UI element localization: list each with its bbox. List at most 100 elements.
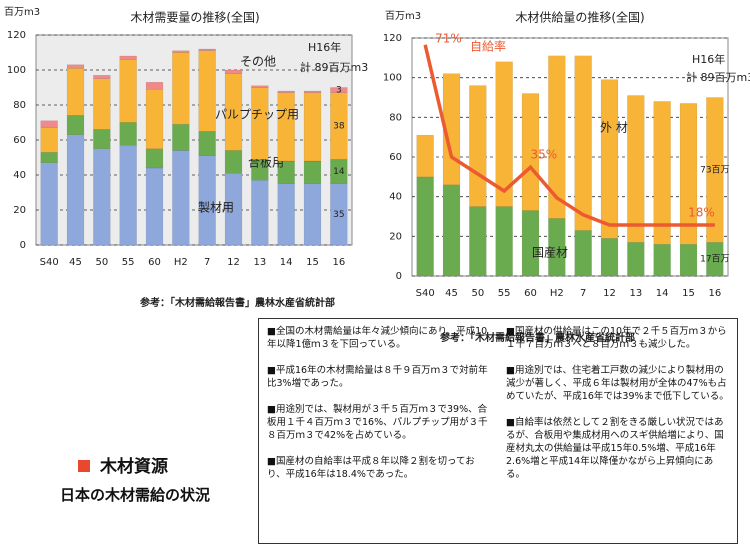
- note: ■自給率は依然として２割をきる厳しい状況ではあるが、合板用や集成材用へのスギ供給…: [506, 417, 724, 480]
- x-tick-label: 45: [69, 257, 82, 268]
- bar-segment: [600, 79, 619, 239]
- x-tick-label: H2: [174, 257, 188, 268]
- bar-segment: [416, 176, 434, 277]
- y-tick-label: 80: [389, 112, 402, 123]
- x-tick-label: 15: [682, 288, 695, 299]
- y-axis-unit: 百万m3: [385, 10, 421, 22]
- x-tick-label: H2: [550, 288, 564, 299]
- bar-segment: [40, 127, 58, 153]
- bar-segment: [627, 242, 645, 277]
- series-label: 自給率: [470, 39, 506, 54]
- bar-segment: [119, 145, 137, 246]
- y-tick-label: 120: [7, 30, 26, 41]
- bar-segment: [495, 206, 513, 277]
- bar-segment: [172, 50, 190, 53]
- notes-column: ■全国の木材需給量は年々減少傾向にあり、平成10年以降1億ｍ３を下回っている。 ■…: [259, 319, 498, 543]
- x-tick-label: 50: [95, 257, 108, 268]
- x-tick-label: S40: [416, 288, 435, 299]
- bar-segment: [277, 90, 295, 93]
- bar-segment: [93, 129, 111, 149]
- bar-segment: [442, 73, 461, 186]
- data-label: 18%: [688, 206, 715, 220]
- x-tick-label: 60: [524, 288, 537, 299]
- note: ■全国の木材需給量は年々減少傾向にあり、平成10年以降1億ｍ３を下回っている。: [267, 326, 488, 350]
- y-tick-label: 20: [389, 231, 402, 242]
- bar-segment: [66, 134, 85, 246]
- notes-column: ■国産材の供給量はこの10年で２千５百万ｍ３から１千７百万ｍ３へと８百万ｍ３も減…: [498, 319, 737, 543]
- notes-box: ■全国の木材需給量は年々減少傾向にあり、平成10年以降1億ｍ３を下回っている。 ■…: [258, 318, 738, 544]
- x-tick-label: 15: [306, 257, 319, 268]
- x-tick-label: 55: [498, 288, 511, 299]
- bar-segment: [40, 162, 58, 246]
- bar-segment: [40, 120, 58, 128]
- x-tick-label: 50: [471, 288, 484, 299]
- annotation: 計 89百万m3: [686, 70, 750, 84]
- note: ■用途別では、製材用が３千５百万ｍ３で39%、合板用１千４百万ｍ３で16%、パル…: [267, 404, 488, 441]
- data-label: 35: [333, 210, 344, 220]
- marker: [78, 460, 90, 472]
- bar-segment: [198, 48, 216, 51]
- bar-segment: [172, 52, 190, 125]
- bar-segment: [66, 64, 85, 69]
- bar-segment: [93, 78, 111, 130]
- line: [423, 44, 715, 227]
- x-tick-label: 7: [204, 257, 210, 268]
- bar-segment: [66, 68, 85, 116]
- chart-title: 木材需要量の推移(全国): [130, 10, 259, 25]
- bar-segment: [653, 244, 671, 277]
- bar-segment: [40, 152, 58, 163]
- note: ■国産材の自給率は平成８年以降２割を切っており、平成16年は18.4%であった。: [267, 456, 475, 480]
- bar-segment: [145, 89, 164, 149]
- x-tick-label: 13: [253, 257, 266, 268]
- bar-segment: [145, 148, 164, 169]
- bar-segment: [303, 92, 322, 162]
- bar-segment: [93, 148, 111, 246]
- series-label: 国産材: [532, 245, 568, 260]
- bar-segment: [145, 167, 164, 246]
- x-tick-label: 16: [708, 288, 721, 299]
- data-label: 73百万: [700, 164, 729, 175]
- bar-segment: [224, 150, 243, 174]
- bar-segment: [119, 122, 137, 146]
- y-tick-label: 40: [13, 170, 26, 181]
- bar-segment: [277, 92, 295, 162]
- y-tick-label: 100: [383, 73, 402, 84]
- bar-segment: [600, 238, 619, 277]
- bar-segment: [303, 90, 322, 93]
- x-tick-label: 13: [629, 288, 642, 299]
- x-tick-label: S40: [40, 257, 59, 268]
- bar-segment: [145, 82, 164, 90]
- x-tick-label: 45: [445, 288, 458, 299]
- bar-segment: [119, 59, 137, 123]
- bar-segment: [198, 131, 216, 156]
- chart-title: 木材供給量の推移(全国): [515, 10, 644, 25]
- annotation: 計 89百万m3: [300, 60, 368, 74]
- annotation: H16年: [692, 52, 725, 66]
- bar-segment: [224, 69, 243, 74]
- bar-segment: [574, 55, 592, 231]
- bar-segment: [303, 160, 322, 184]
- heading-subtitle: 日本の木材需給の状況: [60, 486, 211, 504]
- bar-segment: [469, 206, 487, 277]
- series-label: パルプチップ用: [215, 108, 299, 122]
- y-tick-label: 40: [389, 192, 402, 203]
- data-label: 3: [336, 86, 342, 96]
- y-tick-label: 60: [389, 152, 402, 163]
- y-tick-label: 120: [383, 33, 402, 44]
- series-label: 外 材: [600, 121, 628, 135]
- bar-segment: [495, 61, 513, 207]
- x-tick-label: 14: [280, 257, 293, 268]
- bar-segment: [251, 85, 269, 88]
- bar-segment: [574, 230, 592, 277]
- y-tick-label: 80: [13, 100, 26, 111]
- data-label: 35%: [531, 148, 558, 162]
- x-tick-label: 14: [656, 288, 669, 299]
- data-label: 38: [333, 122, 345, 132]
- bar-segment: [93, 75, 111, 79]
- bar-segment: [172, 124, 190, 151]
- y-tick-label: 60: [13, 135, 26, 146]
- bar-segment: [653, 101, 671, 245]
- data-label: 71%: [435, 31, 462, 45]
